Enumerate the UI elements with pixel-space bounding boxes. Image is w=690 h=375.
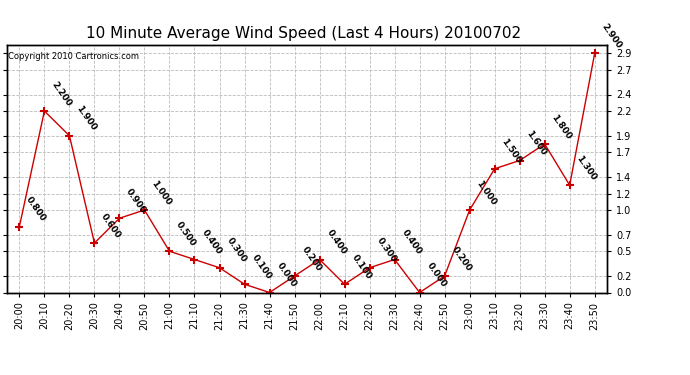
Text: 0.800: 0.800 [24,195,48,223]
Text: 2.900: 2.900 [600,22,623,50]
Text: 0.000: 0.000 [424,261,448,289]
Text: 0.600: 0.600 [99,211,123,240]
Text: 0.500: 0.500 [175,220,198,248]
Text: 0.900: 0.900 [124,187,148,215]
Text: 1.900: 1.900 [75,104,98,132]
Text: 0.300: 0.300 [375,236,398,264]
Text: Copyright 2010 Cartronics.com: Copyright 2010 Cartronics.com [8,53,139,62]
Text: 0.400: 0.400 [400,228,423,256]
Text: 0.100: 0.100 [350,253,373,281]
Text: 2.200: 2.200 [50,80,73,108]
Text: 0.100: 0.100 [250,253,273,281]
Text: 10 Minute Average Wind Speed (Last 4 Hours) 20100702: 10 Minute Average Wind Speed (Last 4 Hou… [86,26,521,41]
Text: 1.500: 1.500 [500,137,523,165]
Text: 0.200: 0.200 [299,244,323,273]
Text: 0.400: 0.400 [324,228,348,256]
Text: 0.200: 0.200 [450,244,473,273]
Text: 0.300: 0.300 [224,236,248,264]
Text: 1.800: 1.800 [550,112,573,141]
Text: 1.000: 1.000 [150,178,173,207]
Text: 1.000: 1.000 [475,178,498,207]
Text: 1.300: 1.300 [575,154,598,182]
Text: 0.000: 0.000 [275,261,298,289]
Text: 0.400: 0.400 [199,228,223,256]
Text: 1.600: 1.600 [524,129,548,157]
